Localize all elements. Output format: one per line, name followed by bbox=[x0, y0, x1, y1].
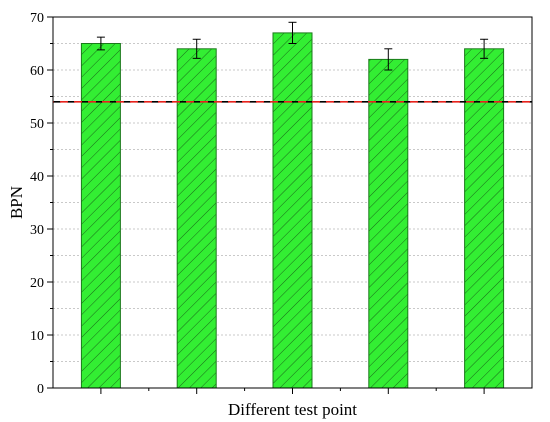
y-axis-title: BPN bbox=[7, 186, 26, 219]
error-bars bbox=[96, 21, 489, 71]
y-tick-label: 20 bbox=[30, 276, 44, 291]
error-bar bbox=[288, 21, 297, 44]
bar bbox=[80, 43, 121, 389]
y-tick-label: 10 bbox=[30, 329, 44, 344]
error-bar bbox=[96, 36, 105, 51]
bar bbox=[464, 48, 505, 389]
y-tick-label: 50 bbox=[30, 117, 44, 132]
y-tick-label: 40 bbox=[30, 170, 44, 185]
error-bar bbox=[384, 48, 393, 71]
y-tick-label: 70 bbox=[30, 11, 44, 26]
bar bbox=[176, 48, 217, 389]
y-tick-label: 30 bbox=[30, 223, 44, 238]
bars bbox=[80, 32, 505, 389]
error-bar bbox=[480, 38, 489, 59]
x-axis-title: Different test point bbox=[228, 400, 357, 419]
bar bbox=[272, 32, 313, 389]
y-tick-label: 0 bbox=[37, 382, 44, 397]
error-bar bbox=[192, 38, 201, 59]
y-tick-label: 60 bbox=[30, 64, 44, 79]
axes: 0 10 20 30 40 50 60 70 bbox=[30, 11, 485, 397]
bar bbox=[368, 58, 409, 389]
